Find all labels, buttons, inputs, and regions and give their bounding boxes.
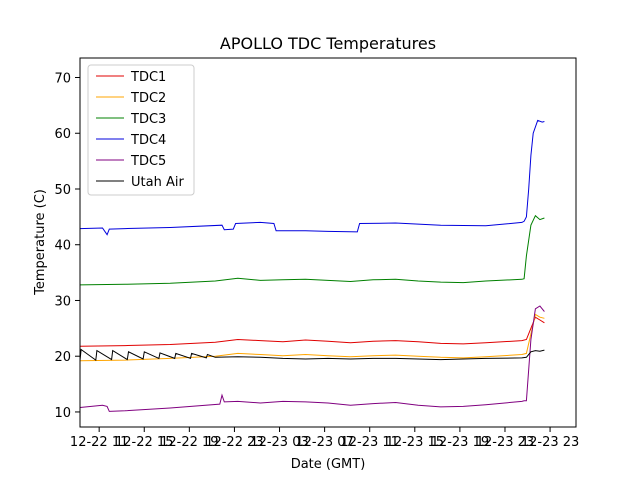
series-line-tdc3 (79, 214, 545, 286)
series-line-tdc1 (79, 316, 545, 347)
y-tick-label: 40 (54, 239, 71, 254)
legend-label: TDC4 (130, 133, 166, 148)
legend-label: TDC3 (130, 112, 166, 127)
y-tick-label: 70 (54, 72, 71, 87)
x-tick-label: 12-23 15 (386, 435, 444, 450)
axes-frame (79, 57, 577, 428)
x-tick-label: 12-23 07 (295, 435, 353, 450)
y-tick-label: 60 (54, 127, 71, 142)
x-tick-label: 12-23 03 (250, 435, 308, 450)
x-tick-label: 12-23 23 (476, 435, 534, 450)
y-tick-label: 30 (54, 294, 71, 309)
y-tick-label: 50 (54, 183, 71, 198)
legend-label: TDC2 (130, 91, 166, 106)
legend-label: TDC5 (130, 154, 166, 169)
y-axis-ticks: 10 20 30 40 50 60 70 (54, 72, 80, 421)
series-line-utah-air (79, 348, 545, 362)
x-tick-label: 12-23 23 (521, 435, 579, 450)
legend-label: TDC1 (130, 70, 166, 85)
x-tick-label: 12-23 11 (340, 435, 398, 450)
chart-title: APOLLO TDC Temperatures (220, 34, 436, 53)
series-line-tdc2 (79, 313, 545, 362)
y-axis-label: Temperature (C) (33, 189, 48, 296)
legend: TDC1 TDC2 TDC3 TDC4 TDC5 Utah Air (87, 64, 195, 196)
y-tick-label: 10 (54, 406, 71, 421)
x-tick-label: 12-22 19 (160, 435, 218, 450)
x-tick-label: 12-23 19 (431, 435, 489, 450)
plot-area (79, 119, 545, 412)
x-tick-label: 12-22 15 (115, 435, 173, 450)
y-tick-label: 20 (54, 350, 71, 365)
legend-label: Utah Air (131, 175, 184, 190)
series-line-tdc4 (79, 119, 545, 236)
x-axis-label: Date (GMT) (291, 457, 366, 472)
x-tick-label: 12-22 23 (205, 435, 263, 450)
x-tick-label: 12-22 11 (70, 435, 128, 450)
series-line-tdc5 (79, 305, 545, 412)
